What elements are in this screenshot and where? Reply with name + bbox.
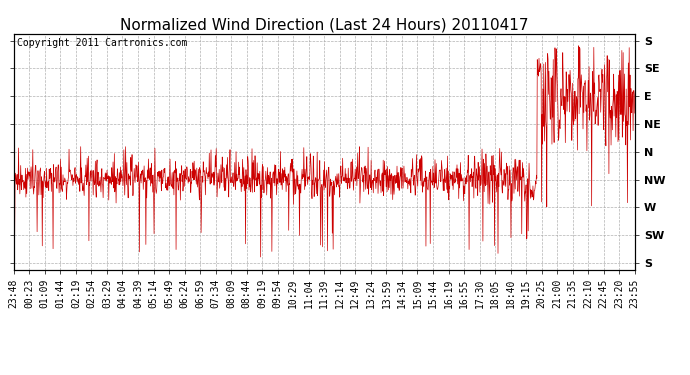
Title: Normalized Wind Direction (Last 24 Hours) 20110417: Normalized Wind Direction (Last 24 Hours… xyxy=(120,18,529,33)
Text: Copyright 2011 Cartronics.com: Copyright 2011 Cartronics.com xyxy=(17,39,187,48)
